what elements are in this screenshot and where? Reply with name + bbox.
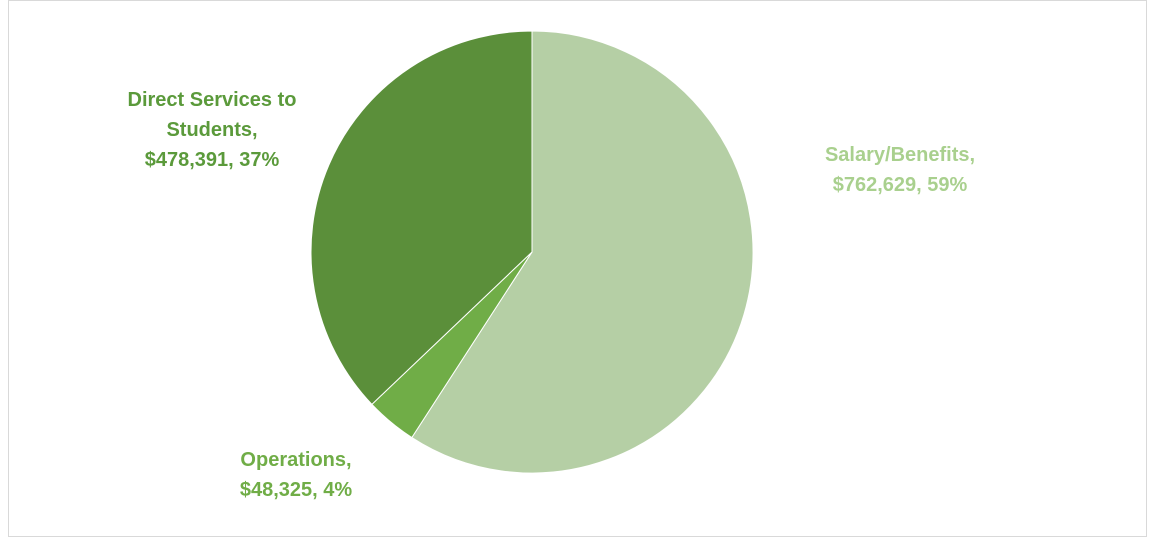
data-label: Direct Services to Students, $478,391, 37… — [122, 85, 302, 175]
value-label: $762,629, 59% — [832, 174, 968, 196]
data-label: Salary/Benefits, $762,629, 59% — [825, 140, 975, 200]
pie-slice — [310, 30, 533, 406]
category-label: Operations, — [240, 449, 352, 471]
data-label: Operations, $48,325, 4% — [240, 445, 352, 505]
value-label: $48,325, 4% — [239, 479, 353, 501]
pie-slice — [411, 30, 754, 474]
category-label: Salary/Benefits, — [824, 144, 976, 166]
chart-frame — [8, 0, 1147, 537]
value-label: $478,391, 37% — [144, 149, 280, 171]
category-label: Direct Services to Students, — [127, 89, 297, 141]
